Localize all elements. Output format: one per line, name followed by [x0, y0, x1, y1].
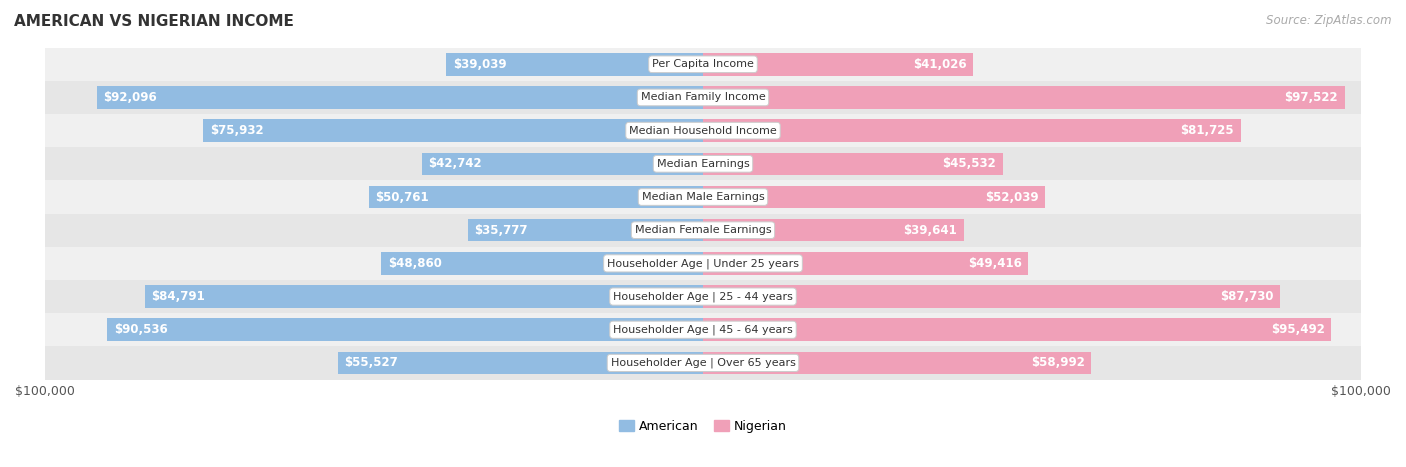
Bar — [337, 352, 703, 374]
Text: Median Male Earnings: Median Male Earnings — [641, 192, 765, 202]
Text: Median Earnings: Median Earnings — [657, 159, 749, 169]
Bar — [45, 48, 1361, 81]
Text: Source: ZipAtlas.com: Source: ZipAtlas.com — [1267, 14, 1392, 27]
Bar — [703, 86, 1344, 109]
Text: $49,416: $49,416 — [967, 257, 1022, 270]
Bar — [45, 147, 1361, 180]
Text: Householder Age | 25 - 44 years: Householder Age | 25 - 44 years — [613, 291, 793, 302]
Text: $42,742: $42,742 — [429, 157, 482, 170]
Bar — [45, 81, 1361, 114]
Text: $48,860: $48,860 — [388, 257, 441, 270]
Text: $84,791: $84,791 — [152, 290, 205, 303]
Text: $58,992: $58,992 — [1031, 356, 1084, 369]
Bar — [703, 120, 1241, 142]
Bar — [703, 219, 965, 241]
Bar — [703, 53, 973, 76]
Text: Median Female Earnings: Median Female Earnings — [634, 225, 772, 235]
Text: Householder Age | Under 25 years: Householder Age | Under 25 years — [607, 258, 799, 269]
Text: $45,532: $45,532 — [942, 157, 995, 170]
Text: $95,492: $95,492 — [1271, 323, 1324, 336]
Text: $41,026: $41,026 — [912, 58, 966, 71]
Text: $87,730: $87,730 — [1220, 290, 1274, 303]
Text: Per Capita Income: Per Capita Income — [652, 59, 754, 69]
Legend: American, Nigerian: American, Nigerian — [619, 420, 787, 433]
Text: $81,725: $81,725 — [1181, 124, 1234, 137]
Text: $90,536: $90,536 — [114, 323, 167, 336]
Bar — [368, 186, 703, 208]
Bar — [45, 280, 1361, 313]
Text: $50,761: $50,761 — [375, 191, 429, 204]
Bar — [446, 53, 703, 76]
Text: AMERICAN VS NIGERIAN INCOME: AMERICAN VS NIGERIAN INCOME — [14, 14, 294, 29]
Text: $52,039: $52,039 — [986, 191, 1039, 204]
Bar — [703, 153, 1002, 175]
Text: Median Family Income: Median Family Income — [641, 92, 765, 102]
Bar — [422, 153, 703, 175]
Bar — [45, 347, 1361, 380]
Bar — [45, 313, 1361, 347]
Text: $39,039: $39,039 — [453, 58, 506, 71]
Bar — [703, 318, 1331, 341]
Bar — [45, 114, 1361, 147]
Bar — [45, 247, 1361, 280]
Bar — [204, 120, 703, 142]
Bar — [107, 318, 703, 341]
Bar — [703, 352, 1091, 374]
Text: $92,096: $92,096 — [104, 91, 157, 104]
Text: $35,777: $35,777 — [474, 224, 527, 237]
Bar — [703, 285, 1281, 308]
Text: $75,932: $75,932 — [209, 124, 263, 137]
Text: Householder Age | 45 - 64 years: Householder Age | 45 - 64 years — [613, 325, 793, 335]
Bar — [468, 219, 703, 241]
Bar — [45, 180, 1361, 213]
Bar — [703, 252, 1028, 275]
Text: $39,641: $39,641 — [904, 224, 957, 237]
Bar — [703, 186, 1046, 208]
Bar — [145, 285, 703, 308]
Bar — [381, 252, 703, 275]
Text: $97,522: $97,522 — [1285, 91, 1339, 104]
Text: $55,527: $55,527 — [344, 356, 398, 369]
Bar — [45, 213, 1361, 247]
Text: Median Household Income: Median Household Income — [628, 126, 778, 135]
Bar — [97, 86, 703, 109]
Text: Householder Age | Over 65 years: Householder Age | Over 65 years — [610, 358, 796, 368]
